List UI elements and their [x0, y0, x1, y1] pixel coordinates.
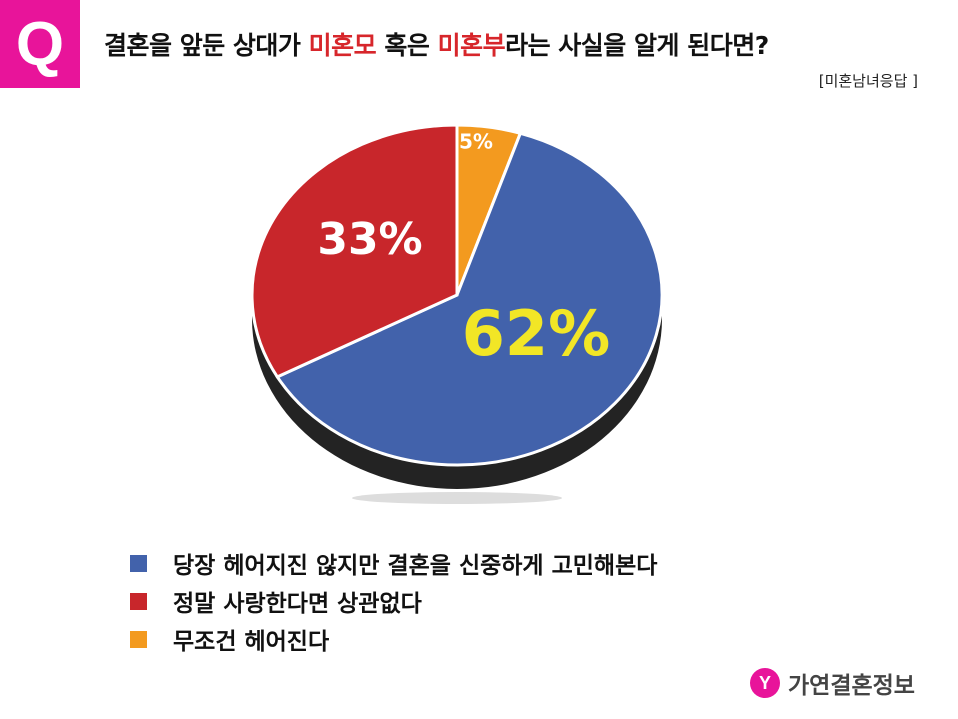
pie-slice [250, 123, 459, 379]
legend-label: 무조건 헤어진다 [173, 629, 330, 655]
legend: 당장 헤어지진 않지만 결혼을 신중하게 고민해본다 정말 사랑한다면 상관없다… [130, 544, 657, 658]
title-part: 결혼을 앞둔 상대가 [104, 31, 309, 60]
pie-slice [275, 131, 664, 467]
title-highlight: 미혼부 [437, 31, 506, 60]
question-title: 결혼을 앞둔 상대가 미혼모 혹은 미혼부라는 사실을 알게 된다면? [104, 26, 769, 62]
slice-label: 33% [317, 214, 422, 265]
subtitle: [미혼남녀응답 ] [818, 72, 918, 90]
brand-logo: Y 가연결혼정보 [750, 666, 915, 700]
title-highlight: 미혼모 [308, 31, 377, 60]
brand-mark-icon: Y [750, 668, 780, 698]
legend-label: 정말 사랑한다면 상관없다 [173, 591, 422, 617]
q-badge: Q [0, 0, 80, 88]
legend-swatch [130, 630, 147, 648]
pie-shadow [352, 492, 562, 504]
legend-item: 당장 헤어지진 않지만 결혼을 신중하게 고민해본다 [130, 544, 657, 582]
title-part: 라는 사실을 알게 된다면? [505, 31, 769, 60]
slice-label: 5% [459, 130, 493, 154]
legend-label: 당장 헤어지진 않지만 결혼을 신중하게 고민해본다 [173, 553, 658, 579]
legend-item: 무조건 헤어진다 [130, 620, 657, 658]
legend-item: 정말 사랑한다면 상관없다 [130, 582, 657, 620]
brand-name: 가연결혼정보 [788, 673, 915, 699]
slice-label: 62% [462, 297, 610, 370]
legend-swatch [130, 554, 147, 572]
title-part: 혹은 [376, 31, 438, 60]
legend-swatch [130, 592, 147, 610]
